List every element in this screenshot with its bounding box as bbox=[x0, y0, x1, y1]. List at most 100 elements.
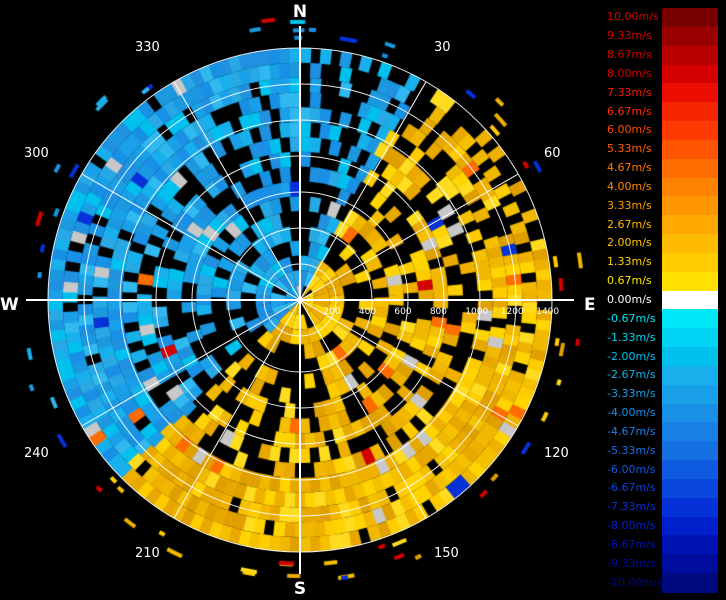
legend-swatch bbox=[662, 403, 718, 424]
legend-swatch bbox=[662, 554, 718, 574]
legend-label: 0.00m/s bbox=[607, 292, 652, 306]
velocity-color-legend: 10.00m/s 9.33m/s 8.67m/s 8.00m/s 7.33m/s 6.67… bbox=[604, 8, 726, 593]
legend-swatch bbox=[662, 422, 718, 442]
range-tick-label: 400 bbox=[359, 307, 376, 317]
azimuth-spoke bbox=[299, 173, 519, 301]
legend-swatch bbox=[662, 365, 718, 386]
legend-row: -7.33m/s bbox=[604, 497, 726, 518]
compass-north-label: N bbox=[292, 2, 308, 22]
legend-label: 8.00m/s bbox=[607, 66, 652, 80]
legend-swatch bbox=[662, 460, 718, 480]
legend-label: 2.67m/s bbox=[607, 217, 652, 231]
azimuth-label-120: 120 bbox=[544, 446, 569, 461]
legend-row: -4.00m/s bbox=[604, 403, 726, 424]
legend-swatch bbox=[662, 26, 718, 47]
legend-row: 1.33m/s bbox=[604, 252, 726, 273]
legend-swatch bbox=[662, 516, 718, 537]
legend-label: 4.00m/s bbox=[607, 179, 652, 193]
legend-label: -2.00m/s bbox=[607, 349, 656, 363]
legend-label: 10.00m/s bbox=[607, 10, 659, 24]
legend-label: -8.00m/s bbox=[607, 519, 656, 533]
legend-swatch bbox=[662, 328, 718, 348]
legend-row: 3.33m/s bbox=[604, 196, 726, 216]
azimuth-label-330: 330 bbox=[135, 40, 160, 55]
legend-swatch bbox=[662, 196, 718, 216]
legend-row: 4.00m/s bbox=[604, 177, 726, 197]
azimuth-spoke bbox=[81, 299, 301, 427]
legend-row: -1.33m/s bbox=[604, 328, 726, 348]
azimuth-label-30: 30 bbox=[434, 40, 451, 55]
range-tick-label: 600 bbox=[394, 307, 411, 317]
legend-label: -6.67m/s bbox=[607, 481, 656, 495]
azimuth-label-300: 300 bbox=[24, 146, 49, 161]
azimuth-label-210: 210 bbox=[135, 546, 160, 561]
legend-row: -6.00m/s bbox=[604, 460, 726, 480]
legend-label: -0.67m/s bbox=[607, 311, 656, 325]
legend-row: -6.67m/s bbox=[604, 478, 726, 499]
azimuth-spoke bbox=[299, 299, 427, 519]
legend-swatch bbox=[662, 139, 718, 160]
legend-row: -3.33m/s bbox=[604, 384, 726, 405]
compass-south-label: S bbox=[293, 579, 307, 599]
range-tick-label: 1200 bbox=[501, 307, 524, 317]
range-tick-label: 1000 bbox=[465, 307, 488, 317]
azimuth-label-150: 150 bbox=[434, 546, 459, 561]
legend-swatch bbox=[662, 121, 718, 141]
legend-row: -0.67m/s bbox=[604, 309, 726, 329]
legend-row: 0.67m/s bbox=[604, 271, 726, 292]
legend-label: -9.33m/s bbox=[607, 556, 656, 570]
legend-label: 5.33m/s bbox=[607, 142, 652, 156]
legend-swatch bbox=[662, 573, 718, 593]
legend-row: 0.00m/s bbox=[604, 290, 726, 311]
legend-label: -2.67m/s bbox=[607, 368, 656, 382]
legend-row: -8.00m/s bbox=[604, 516, 726, 537]
legend-row: 6.67m/s bbox=[604, 102, 726, 122]
legend-swatch bbox=[662, 83, 718, 103]
azimuth-spoke bbox=[173, 81, 301, 301]
legend-label: -6.00m/s bbox=[607, 462, 656, 476]
legend-row: -10.00m/s bbox=[604, 573, 726, 593]
legend-swatch bbox=[662, 384, 718, 405]
legend-row: 7.33m/s bbox=[604, 83, 726, 103]
azimuth-spoke bbox=[299, 299, 519, 427]
legend-row: 2.00m/s bbox=[604, 234, 726, 254]
legend-label: -1.33m/s bbox=[607, 330, 656, 344]
legend-swatch bbox=[662, 290, 718, 311]
legend-row: -5.33m/s bbox=[604, 441, 726, 461]
legend-swatch bbox=[662, 102, 718, 122]
range-tick-label: 800 bbox=[430, 307, 447, 317]
legend-label: 6.67m/s bbox=[607, 104, 652, 118]
legend-row: -9.33m/s bbox=[604, 554, 726, 574]
legend-row: 4.67m/s bbox=[604, 158, 726, 179]
legend-label: 8.67m/s bbox=[607, 48, 652, 62]
legend-label: -3.33m/s bbox=[607, 387, 656, 401]
legend-swatch bbox=[662, 252, 718, 273]
legend-label: -10.00m/s bbox=[607, 575, 663, 589]
range-tick-label: 200 bbox=[323, 307, 340, 317]
legend-label: 3.33m/s bbox=[607, 198, 652, 212]
legend-label: 9.33m/s bbox=[607, 29, 652, 43]
legend-swatch bbox=[662, 478, 718, 499]
legend-label: 4.67m/s bbox=[607, 161, 652, 175]
range-tick-label: 1400 bbox=[536, 307, 559, 317]
compass-east-label: E bbox=[584, 295, 596, 315]
legend-swatch bbox=[662, 234, 718, 254]
legend-swatch bbox=[662, 497, 718, 518]
legend-row: 5.33m/s bbox=[604, 139, 726, 160]
legend-row: -8.67m/s bbox=[604, 535, 726, 555]
azimuth-spoke bbox=[173, 299, 301, 519]
azimuth-label-60: 60 bbox=[544, 146, 561, 161]
legend-label: -4.67m/s bbox=[607, 424, 656, 438]
legend-row: 9.33m/s bbox=[604, 26, 726, 47]
polar-grid-overlay: 200 400 600 800 1000 1200 1400 bbox=[26, 26, 574, 574]
legend-row: -2.67m/s bbox=[604, 365, 726, 386]
legend-row: 6.00m/s bbox=[604, 121, 726, 141]
legend-row: -2.00m/s bbox=[604, 347, 726, 367]
legend-swatch bbox=[662, 215, 718, 235]
legend-label: 1.33m/s bbox=[607, 255, 652, 269]
legend-row: 8.00m/s bbox=[604, 64, 726, 84]
legend-swatch bbox=[662, 347, 718, 367]
legend-swatch bbox=[662, 158, 718, 179]
legend-row: 2.67m/s bbox=[604, 215, 726, 235]
legend-swatch bbox=[662, 441, 718, 461]
